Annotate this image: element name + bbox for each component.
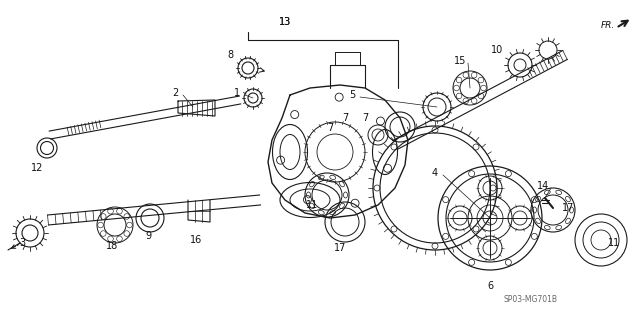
Text: 10: 10	[491, 45, 503, 55]
Text: 7: 7	[342, 113, 348, 123]
Text: 17: 17	[562, 203, 574, 213]
Text: 11: 11	[306, 200, 318, 210]
Text: 1: 1	[234, 88, 240, 98]
Text: 12: 12	[31, 163, 43, 173]
Text: 16: 16	[190, 235, 202, 245]
Text: 11: 11	[608, 238, 620, 248]
Text: 5: 5	[349, 90, 355, 100]
Text: 7: 7	[327, 123, 333, 133]
Text: 4: 4	[432, 168, 438, 178]
Text: FR.: FR.	[601, 20, 615, 29]
Text: 15: 15	[454, 56, 466, 66]
Text: 13: 13	[279, 17, 291, 27]
Text: 3: 3	[19, 238, 25, 248]
Text: SP03-MG701B: SP03-MG701B	[503, 295, 557, 305]
Text: 6: 6	[487, 281, 493, 291]
Text: 18: 18	[106, 241, 118, 251]
Text: 14: 14	[537, 181, 549, 191]
Text: 9: 9	[145, 231, 151, 241]
Text: 8: 8	[227, 50, 233, 60]
Text: 17: 17	[334, 243, 346, 253]
Text: 13: 13	[279, 17, 291, 27]
Text: 7: 7	[362, 113, 368, 123]
Text: 2: 2	[172, 88, 178, 98]
